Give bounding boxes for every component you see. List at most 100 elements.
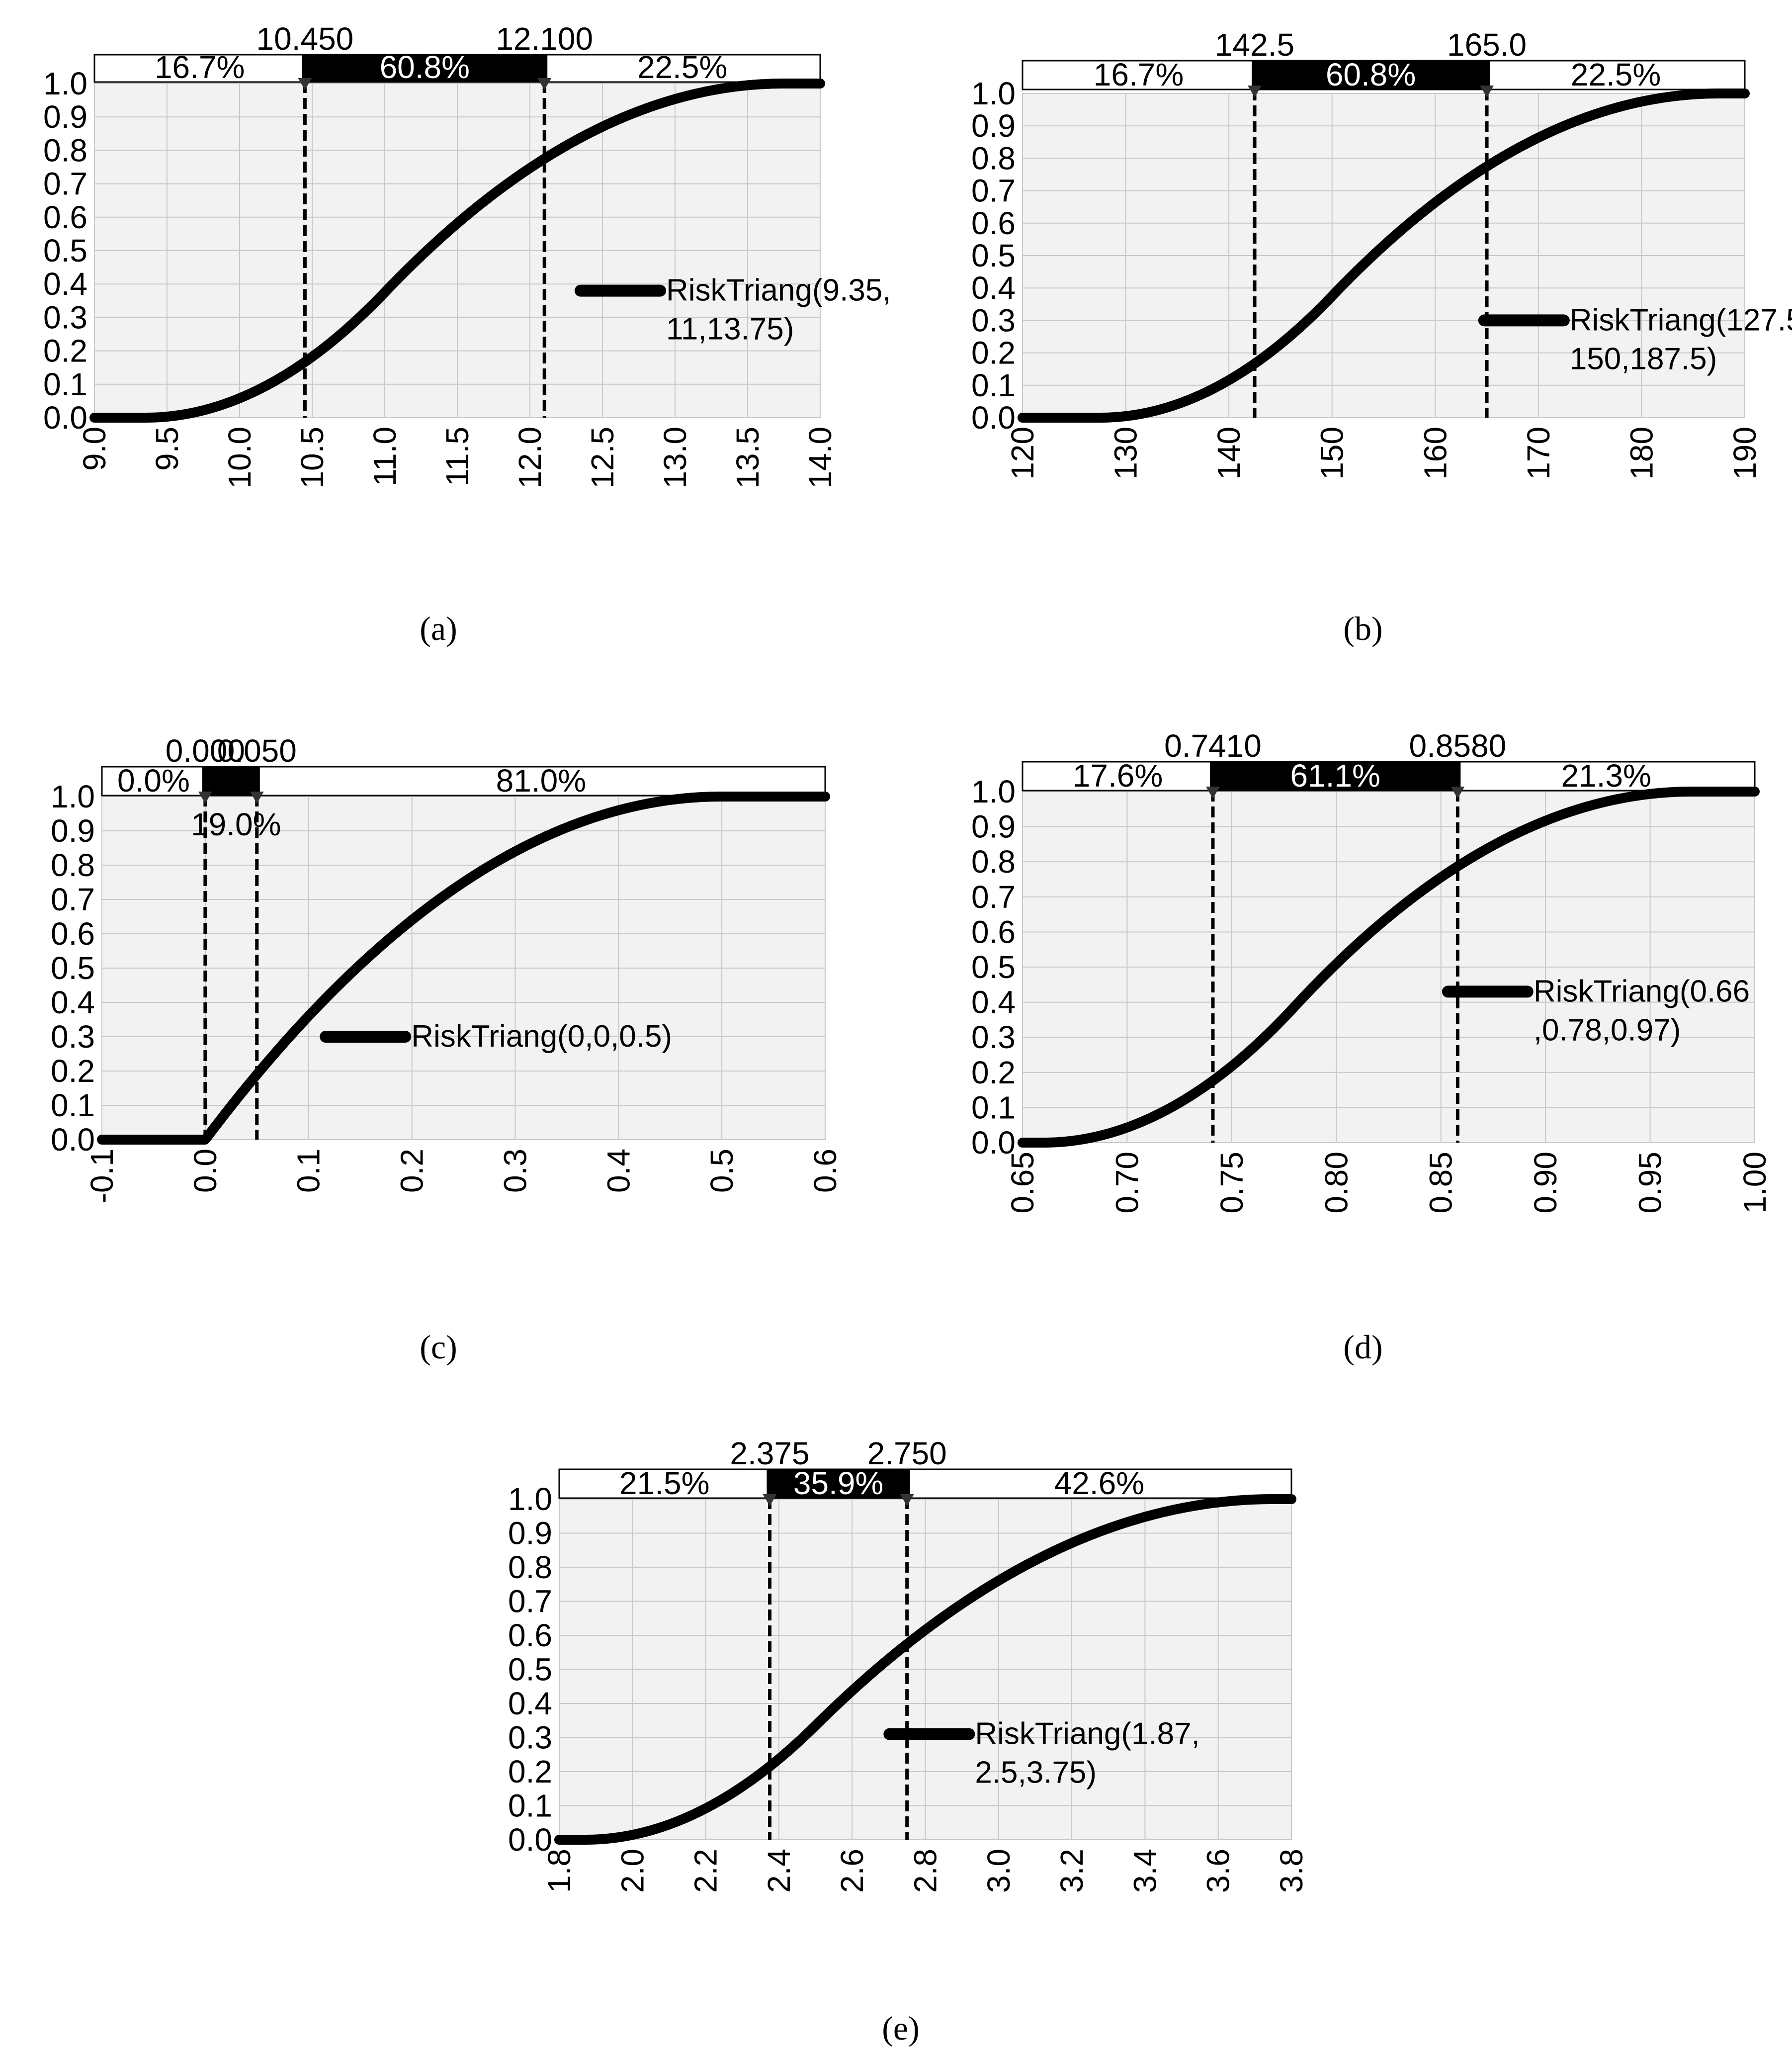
- y-tick-label: 1.0: [971, 76, 1016, 111]
- y-tick-label: 0.2: [971, 1055, 1016, 1090]
- marker-label: 0.7410: [1164, 728, 1262, 764]
- band-middle-label: 61.1%: [1290, 758, 1380, 794]
- y-tick-label: 0.4: [508, 1686, 552, 1721]
- y-tick-label: 0.9: [43, 99, 87, 135]
- band-middle-fill: [1209, 762, 1461, 791]
- x-tick-label: 12.5: [585, 427, 620, 489]
- band-frame: [558, 1468, 1292, 1499]
- x-tick-label: 1.00: [1737, 1152, 1773, 1214]
- legend-label: 2.5,3.75): [975, 1756, 1097, 1790]
- marker-handle: [298, 78, 312, 90]
- x-tick-label: 0.0: [187, 1149, 223, 1193]
- series-line: [1018, 787, 1760, 1148]
- x-tick-label: 2.6: [834, 1849, 870, 1893]
- y-tick-label: 0.0: [508, 1822, 552, 1858]
- band-middle-fill: [767, 1469, 910, 1498]
- band-right-label: 21.3%: [1561, 758, 1651, 794]
- x-tick-label: 10.5: [294, 427, 330, 489]
- y-tick-label: 0.8: [43, 132, 87, 168]
- band-right-label: 22.5%: [1571, 57, 1661, 92]
- x-tick-label: 0.6: [807, 1149, 843, 1193]
- band-middle-label: 60.8%: [1326, 57, 1416, 92]
- y-tick-label: 0.7: [971, 879, 1016, 915]
- x-tick-label: -0.1: [84, 1149, 120, 1203]
- y-tick-label: 0.0: [43, 400, 87, 436]
- y-tick-label: 0.5: [971, 949, 1016, 985]
- y-tick-label: 0.3: [508, 1720, 552, 1756]
- x-tick-label: 1.8: [541, 1849, 577, 1893]
- y-tick-label: 0.3: [971, 302, 1016, 338]
- legend-label: RiskTriang(9.35,: [666, 273, 891, 308]
- y-tick-label: 0.1: [43, 366, 87, 402]
- y-tick-label: 1.0: [508, 1481, 552, 1517]
- band-left-label: 16.7%: [155, 49, 245, 85]
- x-tick-label: 9.0: [77, 427, 112, 471]
- y-tick-label: 0.0: [971, 1125, 1016, 1161]
- x-tick-label: 12.0: [512, 427, 548, 489]
- x-tick-label: 3.4: [1127, 1849, 1163, 1893]
- x-tick-label: 0.2: [394, 1149, 430, 1193]
- x-tick-label: 0.80: [1318, 1152, 1354, 1214]
- x-tick-label: 2.0: [614, 1849, 650, 1893]
- y-tick-label: 0.3: [971, 1019, 1016, 1055]
- x-tick-label: 9.5: [149, 427, 185, 471]
- x-tick-label: 11.0: [367, 427, 403, 486]
- band-left-label: 16.7%: [1094, 57, 1184, 92]
- y-tick-label: 0.5: [971, 238, 1016, 273]
- y-tick-label: 0.4: [43, 266, 87, 302]
- marker-handle: [250, 792, 264, 804]
- y-tick-label: 0.0: [51, 1122, 95, 1158]
- x-tick-label: 0.5: [704, 1149, 740, 1193]
- y-tick-label: 0.7: [508, 1584, 552, 1619]
- x-tick-label: 0.3: [497, 1149, 533, 1193]
- marker-handle: [1451, 787, 1465, 799]
- x-tick-label: 3.8: [1274, 1849, 1309, 1893]
- x-tick-label: 130: [1108, 427, 1144, 480]
- y-tick-label: 0.1: [51, 1087, 95, 1123]
- x-tick-label: 0.1: [291, 1149, 327, 1193]
- x-tick-label: 3.6: [1200, 1849, 1236, 1893]
- marker-label: 0.8580: [1409, 728, 1507, 764]
- caption-e: (e): [882, 2009, 920, 2047]
- marker-handle: [900, 1494, 914, 1506]
- legend-label: RiskTriang(0,0,0.5): [411, 1019, 672, 1054]
- x-tick-label: 2.8: [908, 1849, 943, 1893]
- y-tick-label: 0.3: [51, 1019, 95, 1055]
- band-middle-label: 35.9%: [793, 1465, 883, 1501]
- band-right-label: 42.6%: [1054, 1465, 1144, 1501]
- legend-label: ,0.78,0.97): [1534, 1013, 1681, 1047]
- band-right-label: 81.0%: [496, 763, 586, 799]
- marker-handle: [1480, 86, 1494, 97]
- marker-handle: [198, 792, 212, 804]
- legend-label: RiskTriang(1.87,: [975, 1717, 1200, 1751]
- y-tick-label: 0.8: [971, 844, 1016, 880]
- legend-label: RiskTriang(0.66: [1534, 974, 1750, 1008]
- y-tick-label: 0.6: [43, 199, 87, 235]
- y-tick-label: 0.4: [971, 270, 1016, 306]
- marker-label: 165.0: [1447, 27, 1527, 63]
- y-tick-label: 0.7: [971, 173, 1016, 209]
- chart-d: 0.00.10.20.30.40.50.60.70.80.91.0 0.65 0.7…: [971, 728, 1773, 1214]
- y-tick-label: 0.8: [51, 847, 95, 883]
- x-tick-label: 150: [1314, 427, 1350, 480]
- x-tick-label: 0.85: [1423, 1152, 1459, 1214]
- x-tick-label: 3.0: [981, 1849, 1017, 1893]
- series-line: [97, 792, 830, 1145]
- caption-c: (c): [420, 1328, 457, 1366]
- y-tick-label: 0.1: [508, 1788, 552, 1824]
- chart-e: 0.00.10.20.30.40.50.60.70.80.91.0 1.8 2.0 2…: [508, 1435, 1309, 1893]
- y-tick-label: 0.6: [971, 205, 1016, 241]
- x-tick-label: 0.75: [1214, 1152, 1250, 1214]
- x-tick-label: 160: [1417, 427, 1453, 480]
- chart-a: 0.00.10.20.30.40.50.60.70.80.91.0 9.0 9.5 1…: [43, 21, 891, 489]
- series-line: [89, 79, 825, 423]
- marker-label: 0.050: [217, 733, 297, 769]
- marker-label: 10.450: [256, 21, 354, 57]
- y-tick-label: 0.7: [43, 166, 87, 202]
- x-tick-label: 190: [1727, 427, 1763, 480]
- marker-label: 2.375: [730, 1435, 809, 1471]
- y-tick-label: 0.0: [971, 400, 1016, 436]
- y-tick-label: 0.5: [43, 233, 87, 268]
- x-tick-label: 0.70: [1109, 1152, 1145, 1214]
